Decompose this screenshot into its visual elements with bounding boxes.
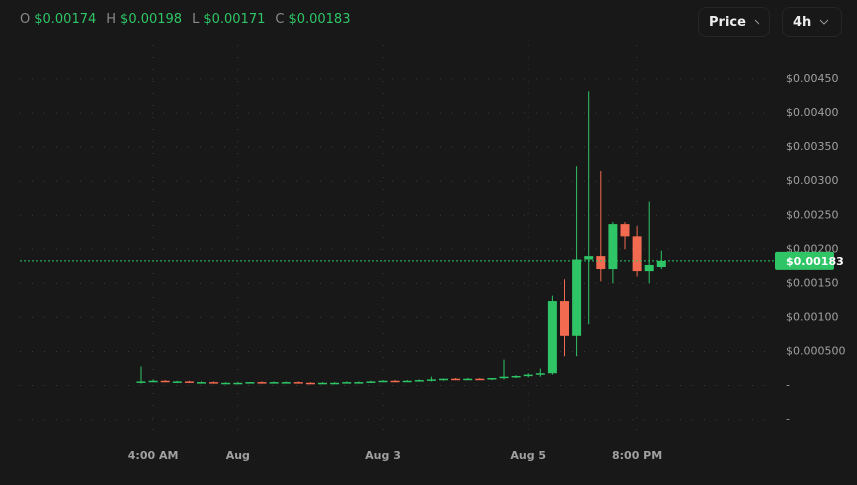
y-tick-label: $0.00400: [786, 106, 839, 119]
candle-body: [172, 381, 182, 383]
candle-body: [221, 382, 231, 385]
candle-body: [293, 382, 303, 384]
ohlc-value: $0.00171: [203, 12, 266, 27]
ohlc-key: H: [106, 12, 117, 27]
candle-body: [487, 378, 497, 380]
button-label: Price: [709, 14, 746, 30]
candle-body: [257, 382, 267, 384]
candle-body: [426, 379, 436, 381]
ohlc-value: $0.00174: [34, 12, 97, 27]
chevron: [754, 19, 759, 25]
candle-body: [584, 256, 594, 260]
candle-body: [342, 382, 352, 384]
candle-body: [184, 381, 194, 383]
x-tick-label: Aug 5: [510, 449, 546, 462]
candle-body: [318, 382, 327, 385]
candle-body: [596, 256, 606, 270]
x-tick-label: 4:00 AM: [128, 449, 179, 462]
y-tick-label: $0.00250: [786, 208, 839, 221]
y-tick-label: $0.00350: [786, 140, 839, 153]
last-price-tag: [775, 251, 834, 270]
candle-body: [160, 380, 170, 383]
candle-body: [148, 380, 158, 383]
candle-body: [269, 382, 279, 384]
candle-body: [402, 380, 412, 383]
candle-body: [656, 260, 666, 268]
chevron: [819, 19, 829, 25]
y-tick-label: $0.00100: [786, 310, 839, 323]
candle-body: [572, 259, 582, 336]
candle-body: [560, 301, 569, 336]
y-tick-label: $0.00300: [786, 174, 839, 187]
candle-body: [523, 374, 533, 377]
candle-body: [354, 382, 364, 384]
candle-body: [644, 264, 654, 272]
ohlc-item: H $0.00198: [106, 12, 182, 27]
candle-body: [281, 382, 291, 384]
candle-body: [330, 382, 340, 385]
ohlc-header: O $0.00174 H $0.00198 L $0.00171 C $0.00183: [20, 12, 350, 27]
candle-body: [305, 382, 315, 385]
ohlc-item: L $0.00171: [192, 12, 265, 27]
ohlc-item: O $0.00174: [20, 12, 96, 27]
ohlc-item: C $0.00183: [275, 12, 350, 27]
x-tick-label: Aug 3: [365, 449, 401, 462]
candle-body: [209, 382, 219, 384]
x-tick-label: Aug: [226, 449, 250, 462]
y-tick-label: -: [786, 379, 790, 392]
ohlc-key: L: [192, 12, 200, 27]
candle-body: [439, 378, 448, 381]
y-tick-label: $0.00150: [786, 276, 839, 289]
price-button[interactable]: Price: [698, 7, 770, 37]
candle-body: [366, 381, 376, 383]
candle-body: [414, 380, 424, 382]
candle-body: [136, 381, 146, 383]
ohlc-value: $0.00183: [288, 12, 351, 27]
candle-body: [620, 224, 630, 237]
candle-body: [451, 378, 461, 381]
candle-body: [511, 375, 521, 378]
ohlc-key: C: [275, 12, 285, 27]
last-price-label: $0.00183: [786, 255, 844, 268]
candle-body: [632, 236, 642, 272]
candle-body: [535, 373, 545, 375]
candle-body: [390, 380, 400, 383]
candle-body: [499, 376, 509, 379]
candle-body: [608, 224, 618, 270]
candle-body: [547, 301, 557, 374]
interval-button[interactable]: 4h: [782, 7, 842, 37]
ohlc-value: $0.00198: [120, 12, 183, 27]
candle-body: [233, 382, 243, 385]
candle-body: [245, 382, 255, 384]
y-tick-label: -: [786, 413, 790, 426]
y-tick-label: $0.000500: [786, 344, 846, 357]
candle-body: [475, 378, 485, 381]
button-label: 4h: [793, 14, 812, 30]
y-tick-label: $0.00450: [786, 72, 839, 85]
candle-body: [463, 378, 473, 381]
ohlc-key: O: [20, 12, 31, 27]
x-tick-label: 8:00 PM: [612, 449, 662, 462]
candle-body: [378, 380, 388, 383]
candle-body: [197, 382, 206, 384]
